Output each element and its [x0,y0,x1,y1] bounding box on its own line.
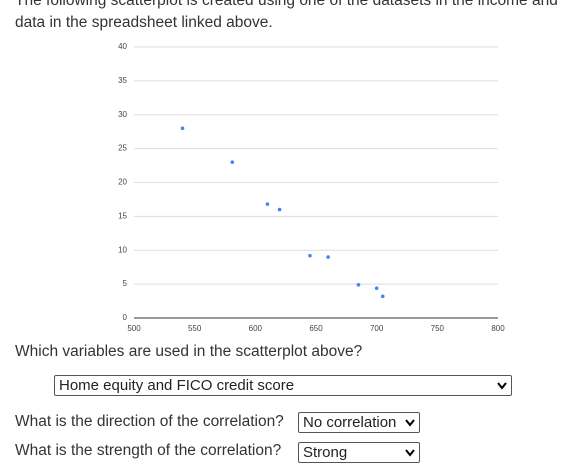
question-text: What is the strength of the correlation? [15,442,282,459]
y-tick-label: 25 [118,144,127,153]
point [326,255,330,259]
y-tick-label: 40 [118,42,127,51]
chart: 0 5 10 15 20 25 30 35 40 500 550 600 650 700 750 800 [118,42,505,333]
question-text: Which variables are used in the scatterp… [15,343,363,360]
x-tick-label: 500 [127,324,141,333]
y-tick-label: 15 [118,211,127,220]
answer-select[interactable]: Home equity and FICO credit score [54,375,512,396]
point [180,126,185,131]
answer-select[interactable]: Strong [298,442,420,463]
point [308,253,312,258]
chevron [405,449,415,457]
x-tick-label: 550 [188,324,202,333]
x-tick-label: 800 [491,324,505,333]
y-tick-label: 0 [123,313,128,322]
intro-text: The following scatterplot is created usi… [15,0,558,9]
chevron [405,419,415,427]
point [277,207,282,212]
y-tick-label: 30 [118,110,127,119]
point [374,286,379,290]
point [380,294,385,299]
point [265,202,270,206]
point [356,283,361,287]
x-tick-label: 600 [249,324,263,333]
intro-text: data in the spreadsheet linked above. [15,14,273,31]
y-tick-label: 35 [118,76,127,85]
x-tick-label: 650 [309,324,323,333]
y-tick-label: 20 [118,178,127,187]
selected-answer: No correlation [303,414,397,431]
question-text: What is the direction of the correlation… [15,413,284,430]
selected-answer: Home equity and FICO credit score [59,377,295,394]
answer-select[interactable]: No correlation [298,412,420,433]
selected-answer: Strong [303,444,348,461]
x-tick-label: 700 [370,324,384,333]
x-tick-label: 750 [431,324,445,333]
chevron [497,382,507,390]
y-tick-label: 10 [118,245,127,254]
point [230,160,235,164]
y-tick-label: 5 [123,279,128,288]
